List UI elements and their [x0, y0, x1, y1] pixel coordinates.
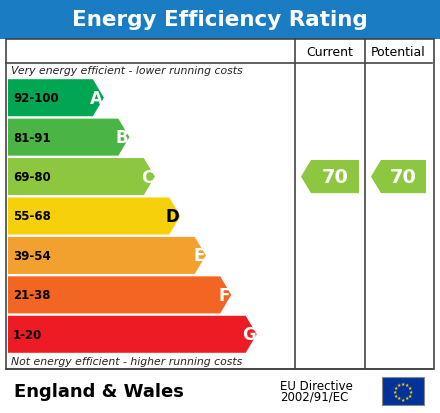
Polygon shape: [8, 316, 257, 353]
Text: 92-100: 92-100: [13, 92, 59, 105]
Text: 70: 70: [390, 168, 417, 187]
Text: ★: ★: [394, 385, 398, 389]
Text: ★: ★: [408, 392, 412, 398]
Text: ★: ★: [393, 389, 397, 394]
Text: B: B: [116, 129, 128, 147]
Bar: [382, 377, 424, 405]
Text: ★: ★: [408, 385, 412, 389]
Text: ★: ★: [405, 396, 409, 401]
Text: F: F: [219, 286, 230, 304]
Polygon shape: [371, 161, 426, 194]
Text: 2002/91/EC: 2002/91/EC: [280, 389, 348, 403]
Polygon shape: [8, 277, 231, 313]
Text: G: G: [242, 325, 256, 344]
Text: Very energy efficient - lower running costs: Very energy efficient - lower running co…: [11, 66, 242, 76]
Text: A: A: [90, 90, 103, 107]
Text: ★: ★: [401, 380, 405, 386]
FancyBboxPatch shape: [0, 0, 440, 40]
Text: 39-54: 39-54: [13, 249, 51, 262]
Text: E: E: [194, 247, 205, 265]
Text: ★: ★: [409, 389, 413, 394]
Polygon shape: [8, 159, 155, 196]
Text: D: D: [165, 207, 180, 225]
Text: 70: 70: [322, 168, 348, 187]
Text: ★: ★: [405, 382, 409, 387]
Polygon shape: [8, 198, 180, 235]
Text: C: C: [142, 168, 154, 186]
Text: 81-91: 81-91: [13, 131, 51, 144]
Text: ★: ★: [397, 382, 401, 387]
Text: 21-38: 21-38: [13, 289, 51, 301]
Polygon shape: [8, 237, 206, 274]
Polygon shape: [8, 80, 104, 117]
Text: 1-20: 1-20: [13, 328, 42, 341]
Polygon shape: [301, 161, 359, 194]
Text: ★: ★: [394, 392, 398, 398]
Text: 55-68: 55-68: [13, 210, 51, 223]
Text: England & Wales: England & Wales: [14, 382, 184, 400]
Text: Current: Current: [307, 45, 353, 58]
Text: Energy Efficiency Rating: Energy Efficiency Rating: [72, 10, 368, 30]
Bar: [6, 40, 434, 369]
Text: Not energy efficient - higher running costs: Not energy efficient - higher running co…: [11, 357, 242, 367]
Text: 69-80: 69-80: [13, 171, 51, 184]
Text: Potential: Potential: [371, 45, 426, 58]
Text: ★: ★: [397, 396, 401, 401]
Text: EU Directive: EU Directive: [280, 380, 353, 392]
Polygon shape: [8, 119, 129, 156]
Text: ★: ★: [401, 396, 405, 401]
